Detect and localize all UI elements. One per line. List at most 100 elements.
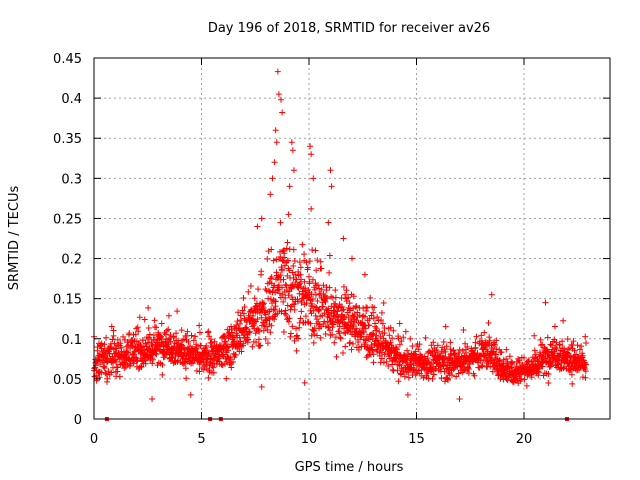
data-point [306,278,313,285]
data-point [245,288,252,295]
data-point [285,211,292,218]
data-point [196,329,203,336]
data-point [268,273,275,280]
data-point [114,364,121,371]
data-point [582,374,589,381]
data-point [301,251,308,258]
data-point [286,183,293,190]
data-point [284,239,291,246]
data-point [158,320,165,327]
data-point [272,127,279,134]
data-point [138,344,145,351]
data-point [521,354,528,361]
data-point [301,278,308,285]
data-point [370,331,377,338]
data-point [571,347,578,354]
data-point [326,252,333,259]
data-point [334,308,341,315]
data-point [518,375,525,382]
data-point [207,336,214,343]
data-point [303,259,310,266]
data-point [324,295,331,302]
data-point [340,349,347,356]
data-point [437,354,444,361]
data-point [132,354,139,361]
data-point [139,337,146,344]
data-point [578,343,585,350]
data-point [447,339,454,346]
data-point [110,332,117,339]
data-point [491,341,498,348]
data-point [340,235,347,242]
data-point [465,366,472,373]
data-point [378,317,385,323]
data-point [276,290,283,297]
data-point [270,306,277,313]
data-point [232,351,239,358]
data-point [180,336,187,343]
data-point [101,341,108,348]
data-point [165,326,172,333]
data-point [197,342,204,349]
data-point [460,367,467,374]
data-point [366,336,373,343]
data-point [416,341,423,348]
data-points [91,68,590,402]
data-point [393,345,400,352]
data-point [455,349,462,356]
data-point [247,283,254,290]
data-point [386,332,393,339]
data-point [229,358,236,365]
data-point [326,314,333,321]
data-point [361,329,368,336]
data-point [493,351,500,358]
data-point [159,361,166,368]
data-point [243,326,250,333]
data-point [308,205,315,212]
data-point [459,347,466,354]
data-point [430,339,437,346]
data-point [456,395,463,402]
data-point [392,358,399,365]
data-point [98,340,105,347]
data-point [422,334,429,341]
data-point [258,383,265,390]
data-point [296,259,303,266]
data-point [270,257,277,264]
y-tick-label: 0.05 [53,373,82,388]
data-point [208,339,215,346]
data-point [238,348,245,355]
data-point [545,371,552,378]
data-point [293,347,300,354]
x-axis-label: GPS time / hours [295,460,404,475]
data-point [396,320,403,327]
data-point [448,372,455,379]
data-point [203,342,210,349]
data-point [279,109,286,116]
data-point [401,364,408,371]
data-point [269,175,276,182]
data-point [231,338,238,345]
data-point [208,352,215,359]
data-point [149,343,156,350]
data-point [287,330,294,337]
data-point [532,351,539,358]
data-point [183,375,190,382]
data-point [267,329,274,336]
data-point [149,360,156,367]
y-tick-label: 0 [74,413,82,428]
data-point [333,353,340,360]
data-point [185,338,192,345]
data-point [349,255,355,262]
data-point [144,339,151,346]
data-point [560,317,567,324]
data-point [346,340,353,347]
data-point [441,368,448,375]
data-point [204,347,211,354]
data-point [246,328,253,335]
data-point [312,303,319,310]
data-point [404,347,411,354]
data-point [488,291,495,298]
data-point [366,315,373,322]
data-point [493,346,500,353]
